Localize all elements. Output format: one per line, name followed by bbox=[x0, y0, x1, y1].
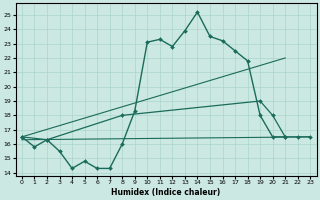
X-axis label: Humidex (Indice chaleur): Humidex (Indice chaleur) bbox=[111, 188, 221, 197]
